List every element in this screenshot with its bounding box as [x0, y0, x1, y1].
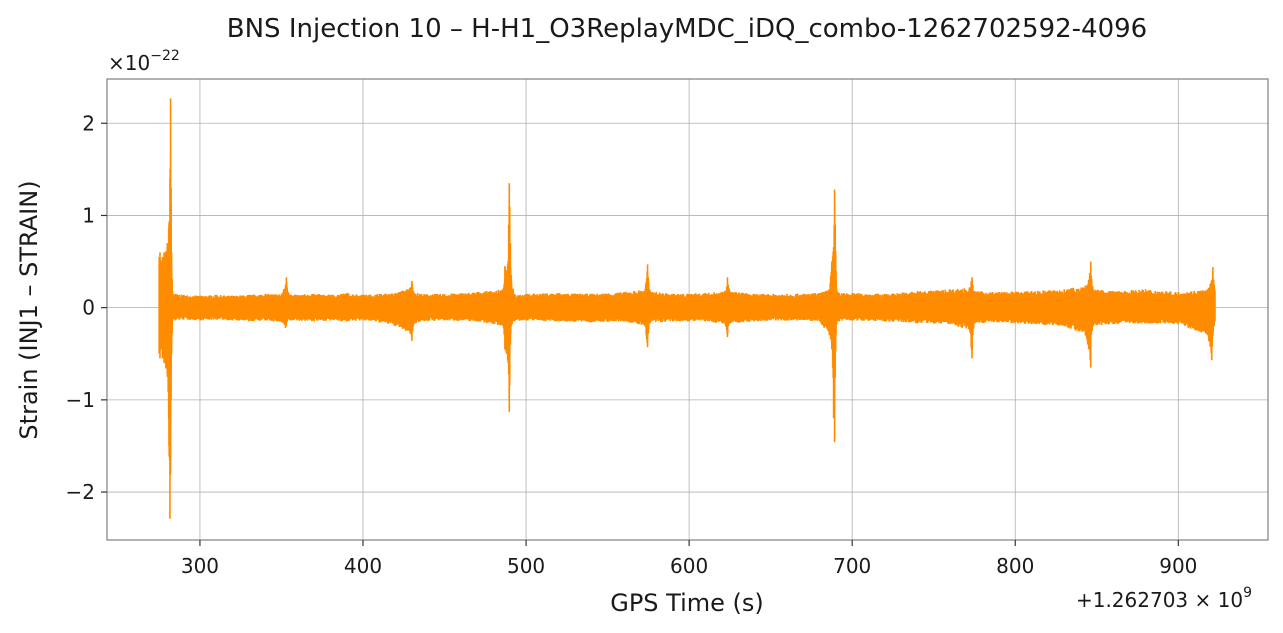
y-multiplier-exponent: −22 — [150, 48, 180, 64]
y-tick-label: 1 — [82, 203, 95, 227]
strain-series-line — [158, 98, 1216, 519]
x-axis-label: GPS Time (s) — [610, 589, 764, 617]
y-multiplier-base: ×10 — [108, 51, 150, 75]
x-tick-label: 400 — [344, 554, 382, 578]
y-tick-label: −1 — [66, 388, 95, 412]
y-axis-ticks: −2 −1 0 1 2 — [66, 111, 107, 504]
x-offset-exponent: 9 — [1243, 585, 1252, 601]
x-tick-label: 700 — [833, 554, 871, 578]
x-tick-label: 800 — [996, 554, 1034, 578]
x-offset-base: +1.262703 × 10 — [1076, 588, 1243, 612]
data-series — [158, 98, 1216, 519]
y-tick-label: 2 — [82, 111, 95, 135]
y-axis-label: Strain (INJ1 – STRAIN) — [15, 180, 43, 439]
x-tick-label: 600 — [670, 554, 708, 578]
x-tick-label: 900 — [1159, 554, 1197, 578]
x-tick-label: 500 — [507, 554, 545, 578]
y-multiplier-label: ×10−22 — [108, 48, 180, 75]
x-offset-label: +1.262703 × 109 — [1076, 585, 1252, 612]
plot-frame — [106, 78, 1269, 541]
x-tick-label: 300 — [181, 554, 219, 578]
x-axis-ticks: 300 400 500 600 700 800 900 — [181, 540, 1197, 578]
y-tick-label: −2 — [66, 480, 95, 504]
y-tick-label: 0 — [82, 296, 95, 320]
chart-title: BNS Injection 10 – H-H1_O3ReplayMDC_iDQ_… — [227, 14, 1147, 44]
